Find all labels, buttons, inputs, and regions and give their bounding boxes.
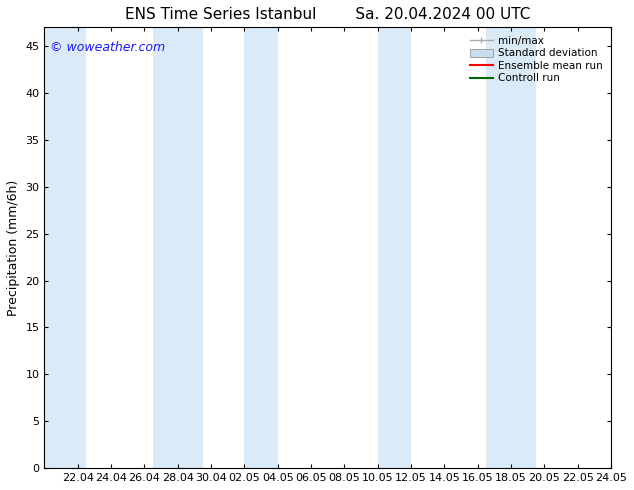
- Text: © woweather.com: © woweather.com: [50, 41, 165, 53]
- Y-axis label: Precipitation (mm/6h): Precipitation (mm/6h): [7, 180, 20, 316]
- Bar: [44, 27, 86, 468]
- Bar: [245, 27, 278, 468]
- Title: ENS Time Series Istanbul        Sa. 20.04.2024 00 UTC: ENS Time Series Istanbul Sa. 20.04.2024 …: [125, 7, 531, 22]
- Bar: [153, 27, 203, 468]
- Bar: [486, 27, 536, 468]
- Bar: [378, 27, 411, 468]
- Legend: min/max, Standard deviation, Ensemble mean run, Controll run: min/max, Standard deviation, Ensemble me…: [467, 32, 606, 87]
